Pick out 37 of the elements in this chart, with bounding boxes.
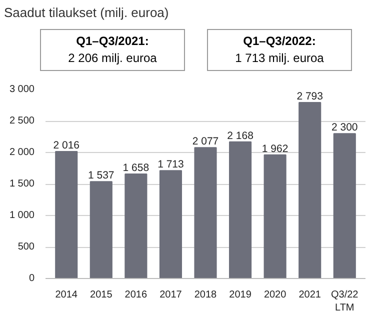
y-tick-label: 1 000 xyxy=(9,210,35,221)
data-label: 1 658 xyxy=(122,162,150,174)
x-tick-label: 2018 xyxy=(194,289,218,300)
y-tick-label: 500 xyxy=(18,241,35,252)
y-tick-label: 2 500 xyxy=(9,115,35,126)
chart-title: Saadut tilaukset (milj. euroa) xyxy=(4,4,169,22)
x-tick-label: Q3/22 LTM xyxy=(331,289,359,314)
bar xyxy=(264,154,286,278)
data-label: 1 962 xyxy=(262,142,288,155)
data-label: 2 016 xyxy=(53,139,80,152)
x-tick-label: 2016 xyxy=(124,289,148,300)
y-tick-label: 2 000 xyxy=(9,146,35,158)
bar xyxy=(90,181,112,278)
x-tick-label: 2015 xyxy=(90,289,113,300)
text: Q1–Q3/2022: 1 713 milj. euroa xyxy=(235,32,324,67)
bar xyxy=(55,150,78,278)
bar xyxy=(159,170,182,278)
y-tick-label: 0 xyxy=(28,272,35,284)
data-label: 1 713 xyxy=(158,158,184,170)
data-label: 2 077 xyxy=(192,135,219,148)
bar xyxy=(298,102,322,278)
x-tick-label: 2020 xyxy=(264,289,287,300)
data-label: 2 793 xyxy=(296,90,324,102)
y-tick-label: 1 500 xyxy=(9,178,35,190)
data-label: 2 168 xyxy=(227,130,254,142)
bar xyxy=(124,173,148,278)
x-tick-label: 2017 xyxy=(160,289,182,300)
x-tick-label: 2021 xyxy=(298,289,322,300)
data-label: 2 300 xyxy=(331,121,358,134)
x-tick-label: 2019 xyxy=(229,289,252,300)
y-tick-label: 3 000 xyxy=(9,84,35,95)
bar xyxy=(194,146,217,278)
bar xyxy=(333,132,356,278)
x-tick-label: 2014 xyxy=(55,289,78,300)
bar xyxy=(229,141,252,278)
data-label: 1 537 xyxy=(88,170,114,182)
text: Q1–Q3/2021: 2 206 milj. euroa xyxy=(68,32,157,67)
